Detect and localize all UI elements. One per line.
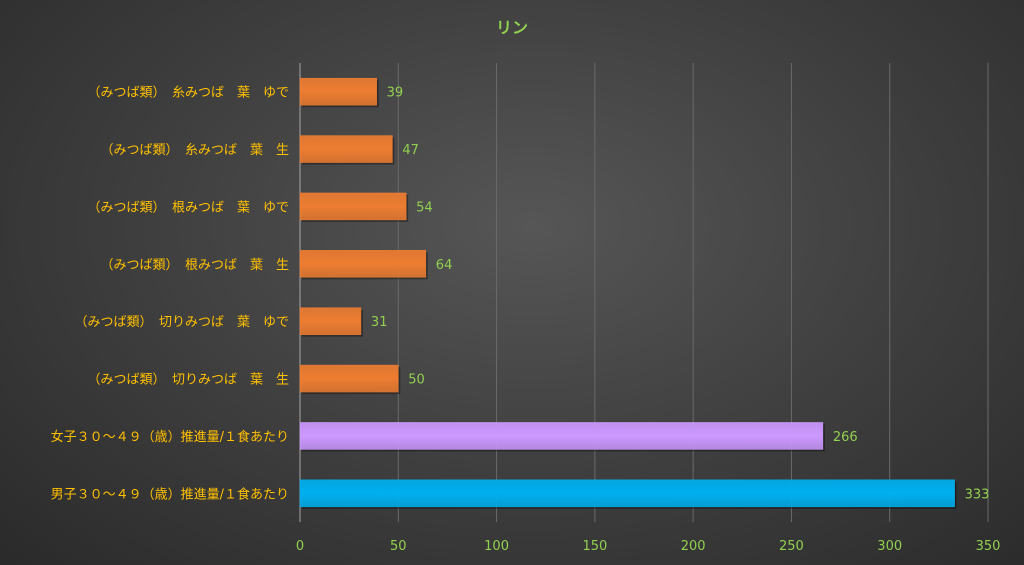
bar <box>299 77 377 106</box>
category-label: （みつば類） 根みつば 葉 生 <box>100 258 289 273</box>
category-label: （みつば類） 糸みつば 葉 ゆで <box>87 86 289 101</box>
bar <box>299 192 407 221</box>
x-tick-label-300: 300 <box>877 539 902 554</box>
bar <box>299 307 362 335</box>
data-label: 31 <box>371 315 388 330</box>
x-tick-label-0: 0 <box>296 539 304 554</box>
category-label: （みつば類） 根みつば 葉 ゆで <box>87 200 289 215</box>
category-label: 男子３０～４９（歳）推進量/１食あたり <box>51 486 289 502</box>
data-label: 50 <box>408 373 425 388</box>
bar <box>299 135 393 163</box>
data-label: 47 <box>402 143 419 158</box>
chart-title: リン <box>495 18 528 37</box>
category-label: 女子３０～４９（歳）推進量/１食あたり <box>51 429 289 445</box>
bar <box>299 479 955 508</box>
category-label: （みつば類） 糸みつば 葉 生 <box>100 143 289 158</box>
bar <box>299 364 399 393</box>
x-tick-label-150: 150 <box>582 539 607 554</box>
x-tick-label-250: 250 <box>779 539 804 554</box>
bar <box>299 422 824 450</box>
data-label: 54 <box>416 200 433 215</box>
bar <box>299 250 427 278</box>
data-label: 333 <box>965 487 990 502</box>
category-label: （みつば類） 切りみつば 葉 ゆで <box>74 315 289 330</box>
x-tick-label-100: 100 <box>484 539 509 554</box>
data-label: 64 <box>436 258 453 273</box>
category-label: （みつば類） 切りみつば 葉 生 <box>87 373 289 388</box>
x-tick-label-350: 350 <box>976 539 1001 554</box>
data-label: 266 <box>833 430 858 445</box>
x-tick-label-50: 50 <box>390 539 407 554</box>
data-label: 39 <box>387 86 404 101</box>
x-tick-label-200: 200 <box>681 539 706 554</box>
